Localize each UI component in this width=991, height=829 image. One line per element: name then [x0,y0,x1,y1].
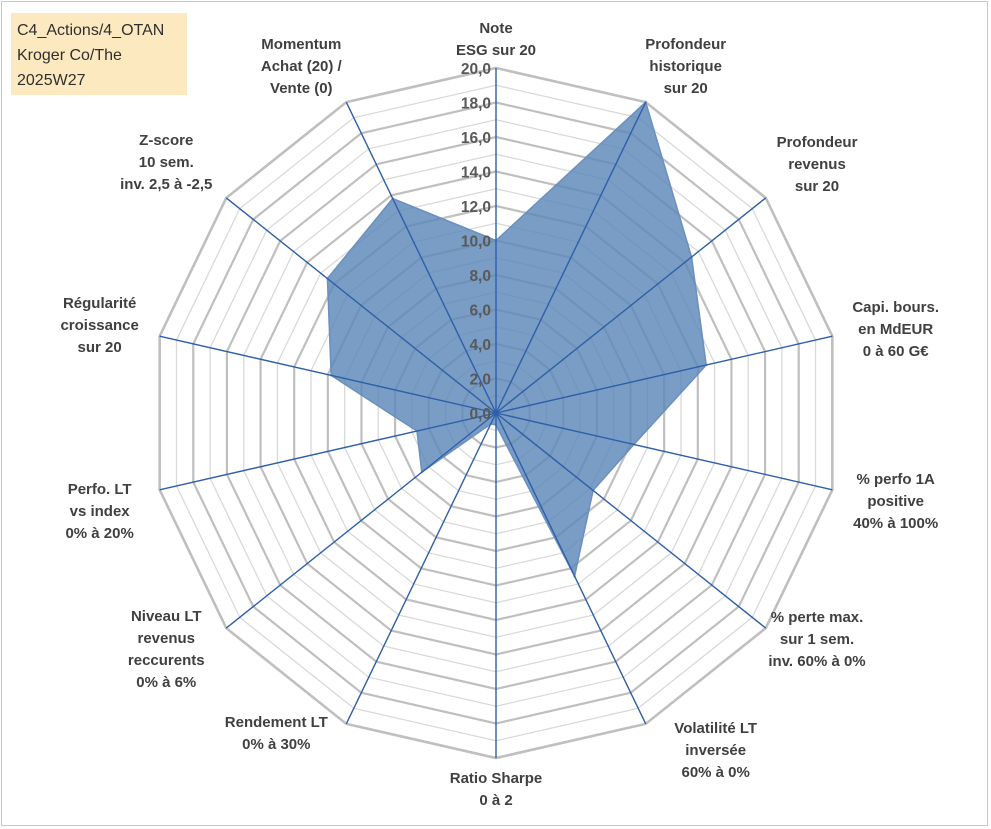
axis-spoke [495,412,833,491]
tick-label: 4,0 [469,337,491,354]
info-line-category: C4_Actions/4_OTAN [17,22,165,39]
axis-label-line: revenus [788,156,846,173]
axis-label-13: Momentum Achat (20) / Vente (0) [261,36,343,97]
radar-spokes [159,68,833,758]
axis-label-line: 0% à 20% [65,525,133,542]
axis-label-1: Profondeur historique sur 20 [645,36,726,97]
axis-label-line: sur 20 [795,178,839,195]
axis-label-line: Rendement LT [225,714,328,731]
axis-label-line: croissance [60,317,138,334]
axis-spoke [495,197,767,414]
axis-label-line: sur 20 [664,80,708,97]
tick-label: 14,0 [461,165,491,182]
axis-label-line: Niveau LT [131,608,202,625]
axis-label-line: vs index [70,503,131,520]
tick-label: 0,0 [469,406,491,423]
axis-label-line: Achat (20) / [261,58,343,75]
tick-label: 10,0 [461,234,491,251]
axis-spoke [345,412,497,725]
radar-tick-labels: 0,0 2,0 4,0 6,0 8,0 10,0 12,0 14,0 16,0 18,0 20,0 [461,61,491,423]
radar-series [326,100,708,579]
axis-label-line: Momentum [261,36,341,53]
tick-label: 20,0 [461,61,491,78]
axis-label-line: sur 1 sem. [780,631,854,648]
axis-label-11: Régularité croissance sur 20 [60,295,138,356]
axis-label-line: 0% à 30% [242,736,310,753]
info-line-week: 2025W27 [17,72,86,89]
axis-label-7: Ratio Sharpe 0 à 2 [450,770,543,809]
axis-label-line: reccurents [128,652,205,669]
axis-spoke [225,412,497,629]
axis-label-line: Volatilité LT [674,720,757,737]
axis-label-line: inversée [685,742,746,759]
axis-label-line: ESG sur 20 [456,42,536,59]
axis-label-line: 10 sem. [139,154,194,171]
axis-spoke [495,412,647,725]
axis-spoke [345,101,497,414]
tick-label: 18,0 [461,96,491,113]
tick-label: 16,0 [461,130,491,147]
axis-spoke [495,335,833,414]
axis-label-6: Volatilité LT inversée 60% à 0% [674,720,757,781]
axis-spoke [159,335,497,414]
axis-label-0: Note ESG sur 20 [456,20,536,59]
axis-label-line: positive [867,493,924,510]
axis-label-line: sur 20 [78,339,122,356]
axis-label-line: inv. 2,5 à -2,5 [120,176,212,193]
axis-spoke [225,197,497,414]
axis-label-line: Z-score [139,132,193,149]
tick-label: 8,0 [469,268,491,285]
info-line-company: Kroger Co/The [17,47,122,64]
axis-label-line: % perfo 1A [856,471,935,488]
axis-label-line: en MdEUR [858,321,933,338]
axis-label-line: 40% à 100% [853,515,938,532]
axis-label-8: Rendement LT 0% à 30% [225,714,328,753]
tick-label: 2,0 [469,372,491,389]
axis-label-3: Capi. bours. en MdEUR 0 à 60 G€ [852,299,939,360]
axis-label-line: Vente (0) [270,80,333,97]
axis-label-2: Profondeur revenus sur 20 [777,134,858,195]
axis-label-line: 0 à 2 [479,792,512,809]
axis-label-line: inv. 60% à 0% [768,653,865,670]
axis-label-line: historique [649,58,722,75]
axis-label-line: 0% à 6% [136,674,196,691]
axis-label-12: Z-score 10 sem. inv. 2,5 à -2,5 [120,132,212,193]
axis-label-10: Perfo. LT vs index 0% à 20% [65,481,133,542]
axis-label-line: Capi. bours. [852,299,939,316]
axis-label-line: revenus [137,630,195,647]
axis-label-line: Régularité [63,295,136,312]
axis-label-line: Note [479,20,512,37]
axis-label-line: % perte max. [771,609,864,626]
axis-label-5: % perte max. sur 1 sem. inv. 60% à 0% [768,609,865,670]
axis-label-line: Profondeur [645,36,726,53]
series-area [326,100,708,579]
axis-spoke [159,412,497,491]
axis-label-4: % perfo 1A positive 40% à 100% [853,471,938,532]
info-box: C4_Actions/4_OTAN Kroger Co/The 2025W27 [11,13,187,95]
axis-label-line: 60% à 0% [681,764,749,781]
tick-label: 12,0 [461,199,491,216]
axis-spoke [495,412,767,629]
tick-label: 6,0 [469,303,491,320]
axis-label-line: 0 à 60 G€ [863,343,930,360]
radar-axis-labels: Note ESG sur 20 Profondeur historique sur 20… [60,20,939,809]
axis-spoke [495,101,647,414]
axis-label-line: Profondeur [777,134,858,151]
axis-label-line: Ratio Sharpe [450,770,543,787]
axis-label-line: Perfo. LT [68,481,132,498]
axis-label-9: Niveau LT revenus reccurents 0% à 6% [128,608,205,691]
